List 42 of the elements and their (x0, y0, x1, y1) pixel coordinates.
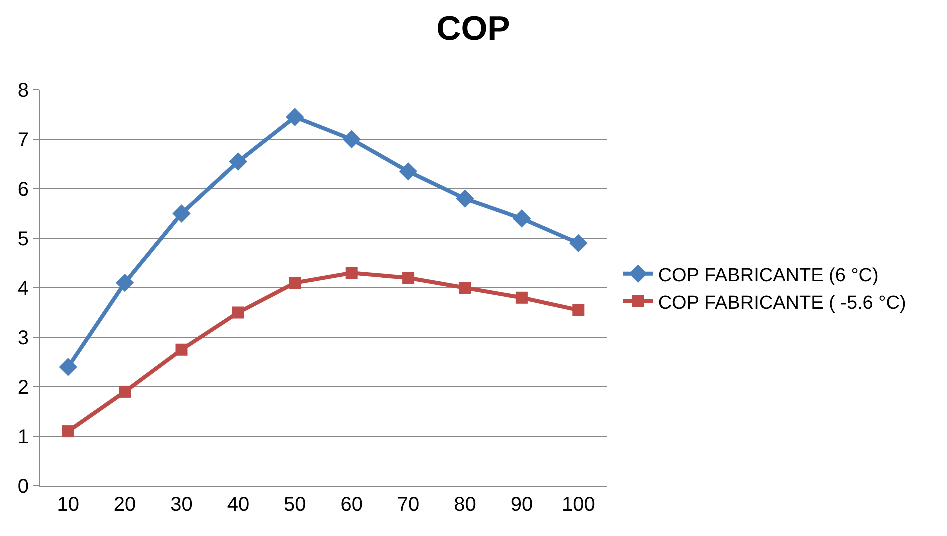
x-tick-label: 20 (114, 494, 136, 516)
point (399, 162, 418, 181)
point (456, 190, 474, 208)
chart-title: COP (436, 10, 510, 48)
x-tick-label: 90 (510, 494, 534, 516)
point (116, 274, 134, 292)
point (176, 344, 188, 356)
point (402, 272, 415, 284)
x-tick-label: 70 (397, 494, 420, 516)
x-tick-label: 50 (284, 494, 306, 516)
y-tick-label: 4 (18, 278, 29, 300)
y-tick-label: 6 (18, 179, 29, 201)
y-tick-label: 8 (18, 80, 29, 102)
point (570, 234, 588, 253)
legend-label: COP FABRICANTE ( -5.6 °C) (658, 292, 906, 314)
point (172, 204, 191, 223)
point (59, 358, 78, 376)
point (119, 386, 132, 398)
y-tick-label: 1 (18, 426, 29, 448)
x-tick-label: 40 (227, 494, 250, 516)
point (229, 152, 248, 171)
point (512, 210, 532, 228)
point (346, 267, 358, 280)
legend-label: COP FABRICANTE (6 °C) (658, 265, 879, 286)
point (459, 282, 472, 294)
x-tick-label: 80 (454, 494, 476, 516)
point (289, 277, 302, 290)
y-tick-label: 3 (18, 328, 29, 350)
y-tick-label: 7 (18, 130, 29, 152)
point (232, 306, 244, 319)
x-tick-label: 60 (340, 494, 363, 516)
y-tick-label: 2 (18, 377, 29, 399)
x-tick-label: 10 (57, 494, 80, 516)
x-tick-label: 30 (170, 494, 193, 516)
point (572, 304, 585, 316)
x-tick-label: 100 (562, 494, 596, 516)
y-tick-label: 0 (18, 476, 29, 498)
y-tick-label: 5 (18, 228, 29, 250)
point (286, 108, 304, 126)
point (516, 292, 528, 304)
point (62, 426, 74, 438)
point (342, 130, 361, 149)
